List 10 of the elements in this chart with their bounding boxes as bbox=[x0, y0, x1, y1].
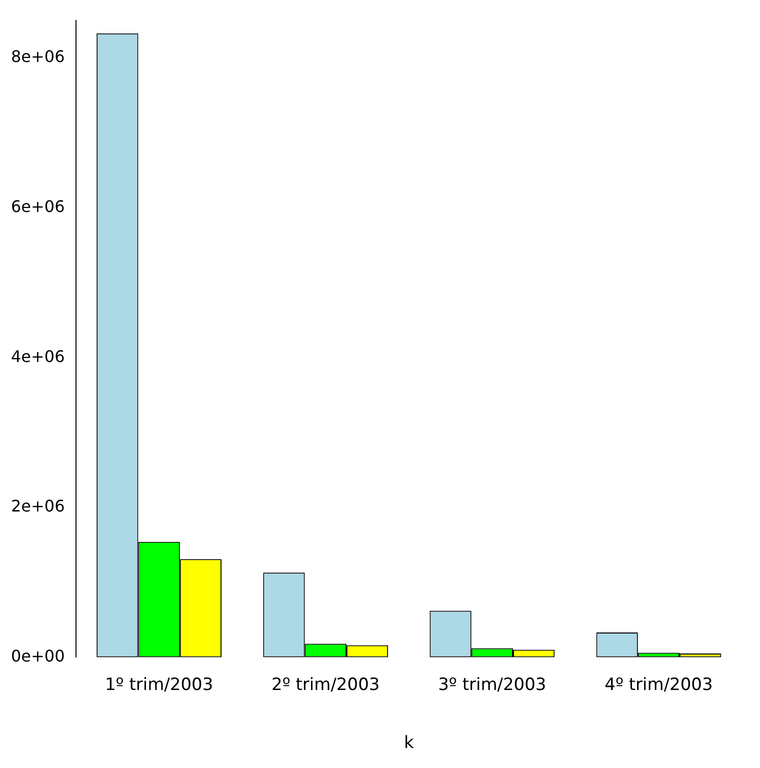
x-tick-label: 2º trim/2003 bbox=[272, 674, 380, 695]
y-tick-label: 4e+06 bbox=[10, 346, 65, 366]
x-tick-label: 4º trim/2003 bbox=[604, 674, 713, 695]
x-axis-title: k bbox=[404, 733, 414, 754]
x-tick-label: 3º trim/2003 bbox=[438, 674, 546, 695]
x-tick-label: 1º trim/2003 bbox=[104, 674, 214, 695]
y-tick-label: 2e+06 bbox=[10, 496, 65, 516]
y-tick-label: 0e+00 bbox=[10, 646, 65, 666]
y-tick-label: 6e+06 bbox=[10, 196, 65, 216]
y-tick-label: 8e+06 bbox=[10, 47, 65, 66]
